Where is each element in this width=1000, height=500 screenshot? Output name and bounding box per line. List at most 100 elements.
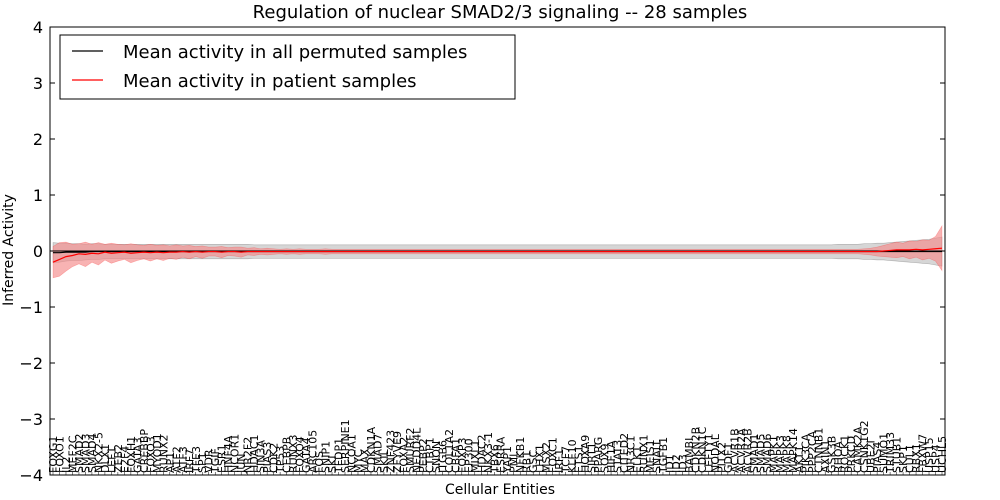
x-tick-label: UBE2I xyxy=(865,440,878,473)
x-tick-label: TBX6 xyxy=(488,444,501,474)
x-axis-label: Cellular Entities xyxy=(445,482,555,498)
y-tick-label: 4 xyxy=(33,18,43,37)
y-tick-label: −4 xyxy=(19,466,43,485)
x-tick-label: ATF3 xyxy=(177,446,190,473)
x-tick-label: TFE3 xyxy=(190,446,203,474)
x-tick-label: NKX3-1 xyxy=(482,432,495,473)
x-tick-label: ZEB2 xyxy=(112,444,125,473)
x-tick-label: CBFA1 xyxy=(449,438,462,473)
x-tick-label: GATA4 xyxy=(300,437,313,473)
x-tick-label: CUL1 xyxy=(904,444,917,473)
x-tick-label: SNAI1 xyxy=(650,440,663,473)
x-tick-label: LEF1 xyxy=(105,447,118,473)
x-tick-label: TCF7 xyxy=(560,446,573,474)
x-tick-label: HOXA9 xyxy=(579,435,592,473)
x-tick-label: CREBBP xyxy=(138,429,151,473)
x-tick-label: NR2F2 xyxy=(242,437,255,473)
x-tick-label: JUN xyxy=(235,453,248,474)
x-tick-label: ATF2 xyxy=(170,446,183,473)
x-tick-label: EP300 xyxy=(462,438,475,473)
x-tick-label: RB1 xyxy=(521,451,534,473)
legend-box xyxy=(59,34,516,100)
y-tick-label: 0 xyxy=(33,242,43,261)
x-tick-label: ESRRA xyxy=(495,436,508,473)
x-tick-label: RHOA xyxy=(832,441,845,473)
x-tick-label: ZFYVE9 xyxy=(391,431,404,473)
x-tick-label: SIRT1 xyxy=(586,442,599,473)
x-tick-label: PIAS3 xyxy=(261,442,274,473)
x-tick-label: PML xyxy=(508,450,521,473)
y-tick-label: −1 xyxy=(19,298,43,317)
chart-title: Regulation of nuclear SMAD2/3 signaling … xyxy=(253,2,748,23)
x-tick-label: PIAS4 xyxy=(871,442,884,473)
x-tick-label: MIXL1 xyxy=(469,440,482,473)
x-tick-label: HDAC2 xyxy=(475,434,488,473)
x-tick-label: CAMK2A xyxy=(852,426,865,473)
x-tick-label: TP53 xyxy=(274,446,287,474)
x-tick-label: UCHL5 xyxy=(936,436,949,473)
x-tick-label: ACVR2B xyxy=(741,428,754,473)
x-tick-label: SNIP1 xyxy=(320,441,333,473)
x-tick-label: SUMO1 xyxy=(878,433,891,473)
x-tick-label: CDK2 xyxy=(268,443,281,473)
x-tick-label: USP4 xyxy=(930,444,943,473)
x-tick-label: FOS xyxy=(313,451,326,473)
x-tick-label: NR3C1 xyxy=(625,435,638,473)
y-tick-label: −2 xyxy=(19,354,43,373)
x-tick-label: ETS1 xyxy=(573,445,586,473)
x-tick-label: FOXP3 xyxy=(456,438,469,473)
x-tick-label: SMAD7 xyxy=(371,434,384,473)
x-tick-label: CDKN1A xyxy=(365,426,378,473)
y-tick-label: −3 xyxy=(19,410,43,429)
x-tick-label: SERPINE1 xyxy=(339,419,352,473)
x-tick-label: AKT1 xyxy=(793,445,806,473)
series-line-patient xyxy=(52,247,943,263)
x-tick-label: FOXO3 xyxy=(144,436,157,473)
x-tick-label: SMAD1 xyxy=(748,434,761,473)
x-tick-label: RUNX3 xyxy=(287,435,300,473)
x-tick-label: SOX9 xyxy=(599,444,612,473)
x-tick-label: MEF2C xyxy=(66,435,79,473)
legend-label-permuted: Mean activity in all permuted samples xyxy=(123,42,467,63)
x-tick-label: CDKN2B xyxy=(689,427,702,473)
x-tick-label: TGFB1 xyxy=(657,437,670,474)
x-tick-label: NODAL xyxy=(709,433,722,473)
x-tick-label: MYOD1 xyxy=(151,433,164,473)
y-axis-ticks: −4 −3 −2 −1 0 1 2 3 4 xyxy=(19,18,945,485)
x-tick-label: HDAC1 xyxy=(248,434,261,473)
x-tick-label: NFKB1 xyxy=(514,437,527,473)
x-tick-label: HIF1A xyxy=(605,440,618,473)
x-tick-label: SMAD4 xyxy=(86,434,99,473)
x-tick-label: FOXG1 xyxy=(47,436,60,473)
x-tick-label: CITED2 xyxy=(618,433,631,473)
x-tick-label: MAPK1 xyxy=(767,435,780,473)
x-tick-label: PPP2CA xyxy=(806,430,819,473)
x-tick-label: ELK1 xyxy=(631,446,644,473)
x-tick-label: RBX1 xyxy=(910,443,923,473)
x-tick-label: RUNX1 xyxy=(638,435,651,473)
x-tick-label: SMAD2 xyxy=(73,434,86,473)
x-tick-label: STAT3 xyxy=(612,440,625,473)
x-tick-label: SKP1 xyxy=(897,445,910,473)
x-tick-label: ACVR1B xyxy=(728,428,741,473)
x-tick-label: MYC xyxy=(352,449,365,473)
x-tick-label: VDR xyxy=(203,449,216,473)
x-tick-label: IRF1 xyxy=(553,449,566,473)
x-tick-label: LEFTY1 xyxy=(702,433,715,473)
x-tick-label: ID1 xyxy=(663,454,676,473)
x-tick-label: MEIS1 xyxy=(644,439,657,473)
x-tick-label: HNF4A xyxy=(222,435,235,473)
x-tick-label: ID2 xyxy=(670,454,683,473)
x-tick-label: SNON xyxy=(430,441,443,473)
y-tick-label: 3 xyxy=(33,74,43,93)
x-tick-label: FOXH1 xyxy=(125,436,138,473)
x-tick-label: MAX xyxy=(358,448,371,473)
x-tick-label: ITGB6 xyxy=(436,440,449,473)
x-tick-label: MAPK3 xyxy=(774,435,787,473)
x-tick-label: MAPK14 xyxy=(787,428,800,473)
x-tick-label: NEDD4L xyxy=(410,427,423,473)
x-tick-label: NKX2-5 xyxy=(92,432,105,473)
x-tick-label: GDF1 xyxy=(722,443,735,473)
x-tick-label: IRF7 xyxy=(183,449,196,473)
x-tick-label: STUB1 xyxy=(891,437,904,473)
